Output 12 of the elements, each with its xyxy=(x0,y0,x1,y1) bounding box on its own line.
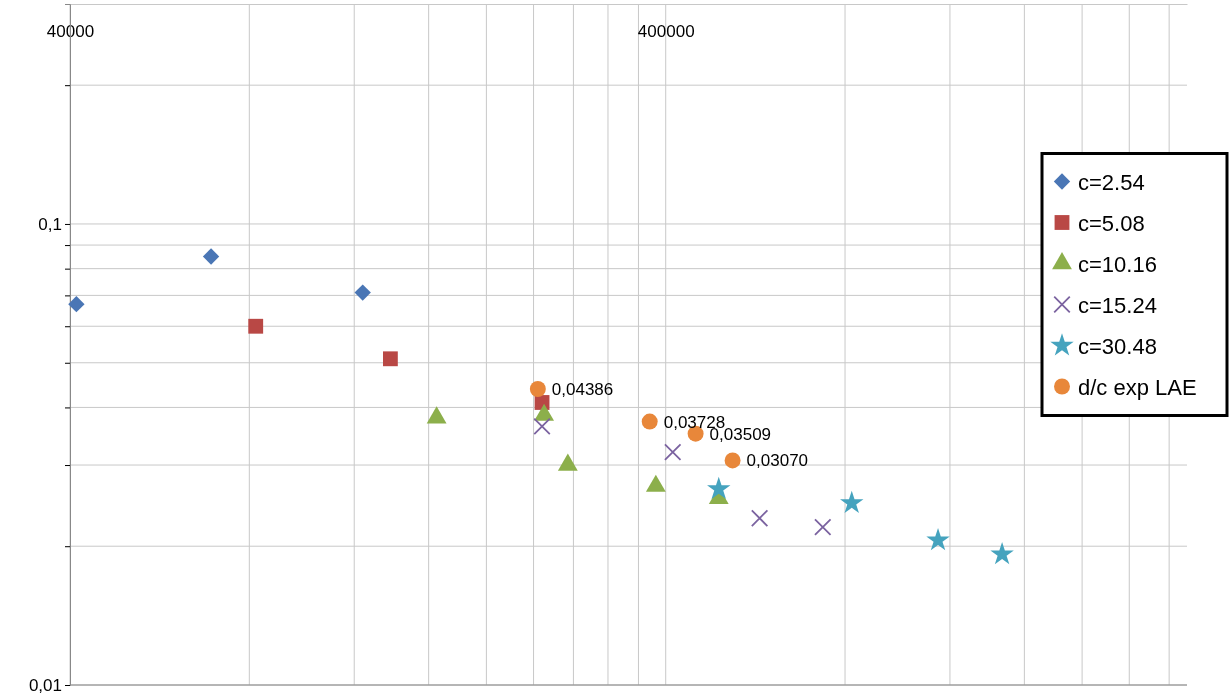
legend-label: c=2.54 xyxy=(1078,169,1145,195)
y-tick-label: 0,01 xyxy=(28,675,62,695)
legend-label: c=10.16 xyxy=(1078,251,1157,277)
y-tick-label: 0,1 xyxy=(38,214,62,234)
legend-label: c=15.24 xyxy=(1078,292,1157,318)
legend-label: c=30.48 xyxy=(1078,333,1157,359)
legend-label: d/c exp LAE xyxy=(1078,374,1197,400)
data-label: 0,03070 xyxy=(746,451,809,471)
x-tick-label: 40000 xyxy=(46,21,95,41)
data-label: 0,04386 xyxy=(551,379,614,399)
x-tick-label: 400000 xyxy=(637,21,695,41)
legend-label: c=5.08 xyxy=(1078,210,1145,236)
